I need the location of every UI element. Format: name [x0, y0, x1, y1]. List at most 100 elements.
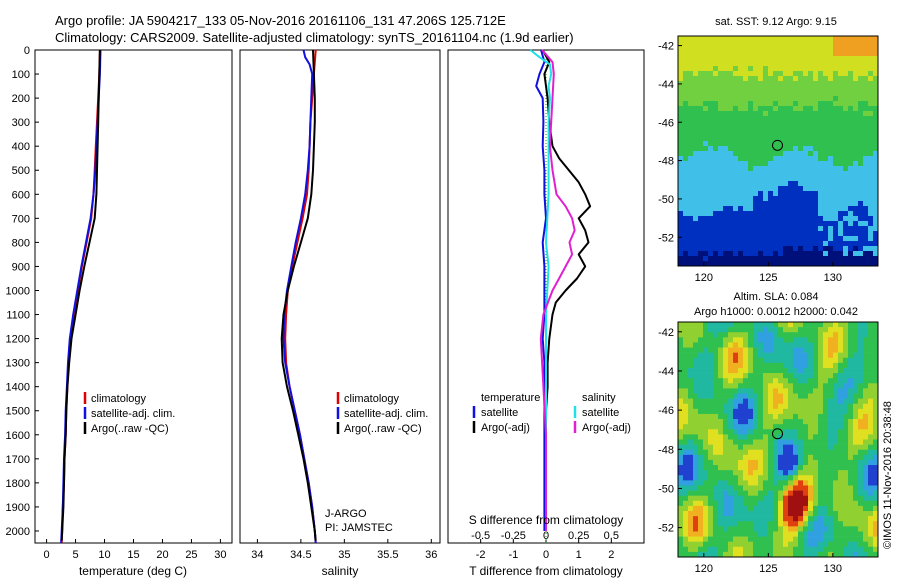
sst-map-cell	[753, 261, 759, 267]
sst-map-cell	[848, 111, 854, 117]
sst-map-cell	[813, 116, 819, 122]
sst-map-cell	[738, 96, 744, 102]
sla-map-cell	[748, 408, 754, 415]
sst-map-cell	[833, 131, 839, 137]
sst-map-cell	[728, 246, 734, 252]
sla-map-cell	[768, 383, 774, 389]
sst-map-cell	[833, 96, 839, 102]
sst-map-cell	[793, 96, 799, 102]
sst-map-cell	[693, 41, 699, 47]
sla-map-cell	[863, 490, 869, 496]
sst-map-cell	[788, 46, 794, 52]
sla-map-cell	[723, 454, 729, 461]
sla-map-cell	[853, 551, 859, 558]
sst-map-cell	[833, 136, 839, 142]
sst-map-cell	[773, 211, 779, 217]
sla-map-cell	[723, 403, 729, 410]
sla-map-cell	[843, 541, 849, 548]
sla-map-cell	[733, 444, 739, 451]
sst-map-cell	[808, 176, 814, 182]
sst-map-cell	[863, 181, 869, 187]
sla-map-cell	[853, 378, 859, 384]
sla-map-cell	[733, 531, 739, 537]
sla-map-cell	[858, 413, 864, 420]
sst-map-cell	[703, 96, 709, 102]
sst-map-cell	[698, 96, 704, 102]
sst-map-cell	[718, 41, 724, 47]
sla-map-cell	[693, 526, 699, 532]
sla-map-cell	[723, 444, 729, 451]
sst-map-cell	[718, 146, 724, 152]
sla-map-cell	[813, 490, 819, 496]
sla-map-cell	[818, 505, 824, 512]
sst-map-cell	[738, 231, 744, 237]
sst-map-cell	[773, 251, 779, 257]
sla-map-cell	[733, 480, 739, 486]
sla-map-cell	[788, 449, 794, 456]
sst-map-cell	[698, 86, 704, 92]
sla-map-cell	[688, 373, 694, 379]
sla-map-cell	[693, 398, 699, 405]
sla-map-cell	[788, 541, 794, 548]
sst-map-cell	[753, 106, 759, 112]
sla-map-cell	[753, 367, 759, 374]
sst-map-cell	[858, 191, 864, 197]
sst-map-cell	[853, 56, 859, 62]
sst-map-cell	[708, 126, 714, 132]
sla-map-cell	[743, 434, 749, 440]
sst-map-cell	[793, 216, 799, 222]
sst-map-cell	[823, 136, 829, 142]
sst-map-cell	[838, 41, 844, 47]
sst-map-cell	[763, 136, 769, 142]
sst-map-cell	[778, 246, 784, 252]
sla-map-cell	[783, 424, 789, 430]
sla-map-cell	[833, 465, 839, 471]
sst-map-cell	[778, 136, 784, 142]
sla-map-cell	[698, 531, 704, 537]
sla-map-cell	[853, 332, 859, 338]
sst-map-cell	[688, 181, 694, 187]
sst-map-cell	[778, 166, 784, 172]
sla-map-cell	[793, 541, 799, 548]
sst-map-cell	[798, 46, 804, 52]
sla-map-cell	[828, 332, 834, 338]
sst-map-cell	[773, 221, 779, 227]
sst-map-xtick-label: 120	[695, 272, 713, 284]
sst-map-cell	[843, 196, 849, 202]
sla-map-cell	[703, 342, 709, 348]
sla-map-cell	[783, 485, 789, 491]
sla-map-cell	[738, 347, 744, 353]
sla-map-cell	[748, 388, 754, 394]
sla-map-cell	[818, 357, 824, 364]
sst-map-cell	[843, 146, 849, 152]
sla-map-cell	[763, 526, 769, 532]
sst-map-cell	[693, 216, 699, 222]
sst-map-argo-marker	[772, 139, 784, 151]
sla-map-cell	[788, 378, 794, 384]
sst-map-cell	[688, 101, 694, 107]
sst-map-cell	[713, 171, 719, 177]
sla-map-cell	[743, 511, 749, 517]
sla-map-cell	[838, 495, 844, 502]
sla-map-cell	[743, 347, 749, 353]
sst-map-cell	[688, 66, 694, 72]
sst-map-cell	[803, 201, 809, 207]
sst-map-cell	[718, 196, 724, 202]
sst-map-cell	[758, 231, 764, 237]
sla-map-cell	[758, 357, 764, 364]
sst-map-cell	[698, 46, 704, 52]
sst-map-cell	[758, 76, 764, 82]
sst-map-cell	[703, 196, 709, 202]
sst-map-cell	[748, 246, 754, 252]
sst-map-cell	[833, 76, 839, 82]
sst-map-cell	[803, 41, 809, 47]
sst-map-cell	[688, 206, 694, 212]
sla-map-cell	[853, 490, 859, 496]
sst-map-cell	[693, 226, 699, 232]
sst-map-cell	[693, 91, 699, 97]
sla-map-cell	[833, 393, 839, 399]
sst-map-cell	[838, 211, 844, 217]
sst-map-cell	[748, 56, 754, 62]
sst-map-cell	[853, 156, 859, 162]
sst-map-cell	[783, 66, 789, 72]
